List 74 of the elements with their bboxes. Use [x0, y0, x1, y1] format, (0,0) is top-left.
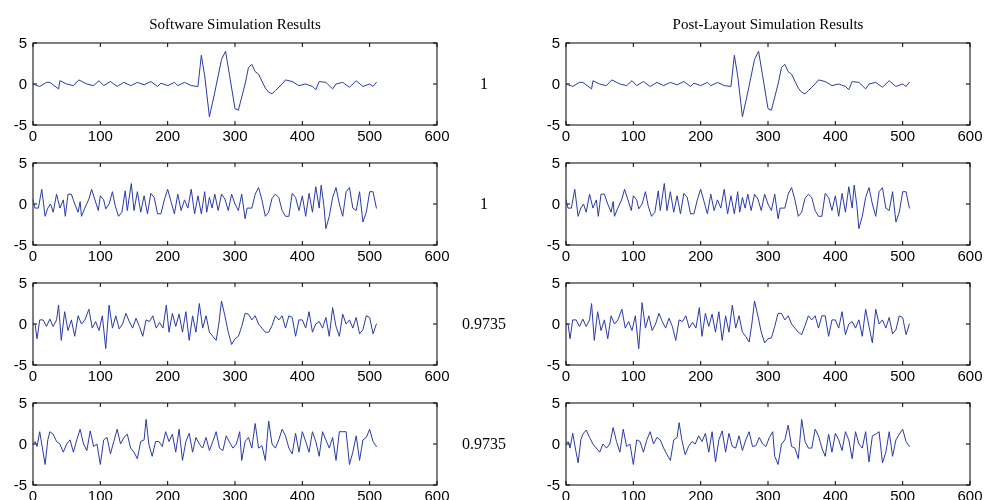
y-tick-label: 5	[18, 154, 27, 171]
x-tick-label: 500	[890, 127, 916, 144]
x-tick-label: 100	[87, 127, 113, 144]
x-tick-label: 300	[222, 367, 248, 384]
text: 1	[480, 75, 488, 92]
text: 0.9735	[462, 315, 506, 332]
x-tick-label: 500	[890, 247, 916, 264]
y-tick-label: 5	[18, 394, 27, 411]
x-tick-label: 600	[957, 247, 983, 264]
x-tick-label: 300	[755, 127, 781, 144]
y-tick-label: -5	[546, 476, 560, 493]
line-series	[565, 418, 910, 465]
x-tick-label: 500	[357, 247, 383, 264]
x-tick-label: 300	[222, 127, 248, 144]
y-tick-label: 0	[18, 75, 27, 92]
x-tick-label: 100	[620, 247, 646, 264]
y-tick-label: -5	[13, 476, 27, 493]
y-tick-label: -5	[13, 356, 27, 373]
line-series	[565, 50, 910, 118]
x-tick-label: 500	[357, 127, 383, 144]
x-tick-label: 600	[957, 367, 983, 384]
x-tick-label: 200	[155, 247, 181, 264]
x-tick-label: 300	[755, 367, 781, 384]
line-series	[32, 300, 377, 350]
line-series	[32, 418, 377, 465]
line-series	[565, 183, 910, 230]
y-tick-label: 5	[18, 34, 27, 51]
y-tick-label: 0	[551, 315, 560, 332]
x-tick-label: 400	[289, 367, 315, 384]
y-tick-label: 0	[551, 195, 560, 212]
chart-title: Software Simulation Results	[149, 16, 321, 32]
x-tick-label: 200	[155, 367, 181, 384]
line-series	[32, 50, 377, 118]
x-tick-label: 400	[822, 247, 848, 264]
y-tick-label: 5	[551, 154, 560, 171]
x-tick-label: 100	[620, 127, 646, 144]
x-tick-label: 400	[822, 367, 848, 384]
line-series	[32, 183, 377, 230]
y-tick-label: 5	[551, 274, 560, 291]
y-tick-label: -5	[546, 116, 560, 133]
x-tick-label: 100	[87, 367, 113, 384]
x-tick-label: 500	[890, 367, 916, 384]
x-tick-label: 300	[755, 247, 781, 264]
x-tick-label: 100	[87, 247, 113, 264]
x-tick-label: 600	[424, 367, 450, 384]
x-tick-label: 400	[289, 127, 315, 144]
y-tick-label: -5	[13, 116, 27, 133]
y-tick-label: 5	[551, 394, 560, 411]
x-tick-label: 200	[688, 367, 714, 384]
x-tick-label: 600	[957, 127, 983, 144]
y-tick-label: 0	[551, 75, 560, 92]
x-tick-label: 400	[822, 127, 848, 144]
x-tick-label: 600	[424, 247, 450, 264]
x-tick-label: 100	[620, 367, 646, 384]
y-tick-label: 5	[18, 274, 27, 291]
text: 0.9735	[462, 435, 506, 452]
line-series	[565, 300, 910, 350]
y-tick-label: -5	[13, 236, 27, 253]
y-tick-label: 5	[551, 34, 560, 51]
x-tick-label: 300	[222, 247, 248, 264]
y-tick-label: 0	[18, 195, 27, 212]
x-tick-label: 200	[155, 127, 181, 144]
y-tick-label: 0	[18, 435, 27, 452]
x-tick-label: 500	[357, 367, 383, 384]
x-tick-label: 600	[424, 127, 450, 144]
x-tick-label: 400	[289, 247, 315, 264]
x-tick-label: 200	[688, 247, 714, 264]
x-tick-label: 200	[688, 127, 714, 144]
y-tick-label: 0	[551, 435, 560, 452]
y-tick-label: -5	[546, 236, 560, 253]
chart-title: Post-Layout Simulation Results	[672, 16, 864, 32]
y-tick-label: 0	[18, 315, 27, 332]
y-tick-label: -5	[546, 356, 560, 373]
text: 1	[480, 195, 488, 212]
